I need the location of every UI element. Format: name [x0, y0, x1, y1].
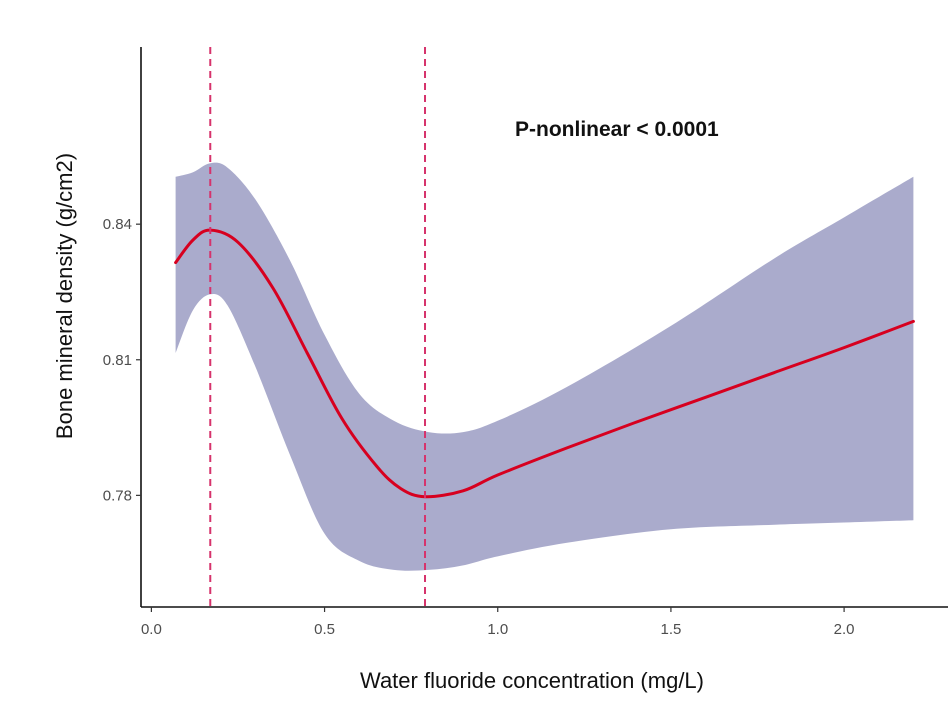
- y-axis-title: Bone mineral density (g/cm2): [52, 153, 77, 439]
- y-axis-ticks: 0.78 0.81 0.84: [103, 216, 141, 504]
- annotation-p-nonlinear: P-nonlinear < 0.0001: [515, 118, 719, 141]
- y-tick-label: 0.78: [103, 487, 132, 504]
- estimate-line: [174, 228, 915, 499]
- x-tick-label: 2.0: [834, 621, 855, 638]
- x-tick-label: 0.5: [314, 621, 335, 638]
- y-tick-label: 0.84: [103, 216, 132, 233]
- x-tick-label: 1.5: [660, 621, 681, 638]
- x-axis-title: Water fluoride concentration (mg/L): [360, 668, 704, 693]
- reference-lines: [209, 47, 427, 607]
- x-tick-label: 0.0: [141, 621, 162, 638]
- ci-band: [175, 162, 914, 571]
- confidence-band: [175, 162, 914, 571]
- x-axis-ticks: 0.0 0.5 1.0 1.5 2.0: [141, 607, 855, 638]
- estimate-line-group: [174, 228, 915, 499]
- y-tick-label: 0.81: [103, 352, 132, 369]
- x-tick-label: 1.0: [487, 621, 508, 638]
